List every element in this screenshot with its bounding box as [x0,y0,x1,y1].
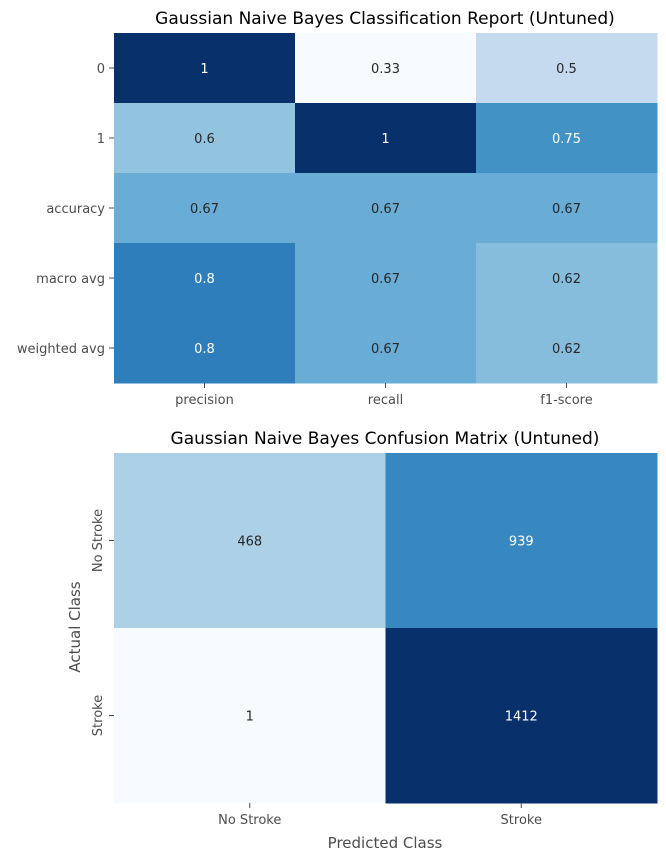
x-axis-label: Predicted Class [328,834,443,852]
heatmap-cell [114,173,296,244]
cell-value-label: 468 [237,535,262,550]
confusion-row-ticks: No Stroke Stroke [91,509,114,736]
cell-value-label: 0.67 [371,342,400,357]
heatmap-cell [295,173,477,244]
col-tick-label: Stroke [501,813,542,828]
report-cells: 1 0.33 0.5 0.6 1 0.75 0.67 0.67 0.67 0.8 0.67 0.62 0… [114,33,658,384]
heatmap-cell [114,453,386,629]
cell-value-label: 0.62 [552,272,581,287]
cell-value-label: 0.8 [194,342,215,357]
heatmap-cell [295,313,477,384]
y-axis-label: Actual Class [66,581,84,672]
row-tick-label: macro avg [36,272,105,287]
row-tick-label: No Stroke [91,509,106,572]
cell-value-label: 0.67 [371,202,400,217]
col-tick-label: precision [175,393,234,408]
report-col-ticks: precision recall f1-score [175,383,593,408]
row-tick-label: Stroke [91,695,106,736]
heatmap-cell [476,103,658,174]
heatmap-cell [295,103,477,174]
heatmap-cell [114,33,296,104]
heatmap-cell [114,628,386,804]
cell-value-label: 0.5 [556,62,577,77]
confusion-cells: 468 939 1 1412 [114,453,658,804]
cell-value-label: 1 [381,132,389,147]
confusion-matrix-heatmap: Gaussian Naive Bayes Confusion Matrix (U… [66,429,658,852]
heatmap-cell [114,313,296,384]
heatmap-cell [476,243,658,314]
cell-value-label: 939 [509,535,534,550]
row-tick-label: 0 [97,62,105,77]
cell-value-label: 1 [246,710,254,725]
heatmap-cell [476,173,658,244]
heatmap-cell [295,243,477,314]
cell-value-label: 0.67 [552,202,581,217]
heatmap-cell [476,33,658,104]
confusion-col-ticks: No Stroke Stroke [218,803,542,828]
cell-value-label: 0.67 [371,272,400,287]
cell-value-label: 1 [200,62,208,77]
cell-value-label: 0.75 [552,132,581,147]
heatmap-cell [114,103,296,174]
heatmap-cell [114,243,296,314]
col-tick-label: No Stroke [218,813,281,828]
cell-value-label: 0.6 [194,132,215,147]
confusion-title: Gaussian Naive Bayes Confusion Matrix (U… [171,429,600,449]
heatmap-cell [476,313,658,384]
cell-value-label: 0.67 [190,202,219,217]
row-tick-label: 1 [97,132,105,147]
heatmap-cell [295,33,477,104]
row-tick-label: accuracy [46,202,105,217]
col-tick-label: f1-score [540,393,592,408]
cell-value-label: 0.8 [194,272,215,287]
cell-value-label: 0.33 [371,62,400,77]
heatmap-cell [385,628,658,804]
report-title: Gaussian Naive Bayes Classification Repo… [155,9,615,29]
col-tick-label: recall [368,393,403,408]
cell-value-label: 0.62 [552,342,581,357]
report-row-ticks: 0 1 accuracy macro avg weighted avg [17,62,114,357]
cell-value-label: 1412 [505,710,538,725]
heatmap-cell [385,453,658,629]
row-tick-label: weighted avg [17,342,105,357]
classification-report-heatmap: Gaussian Naive Bayes Classification Repo… [17,9,658,408]
